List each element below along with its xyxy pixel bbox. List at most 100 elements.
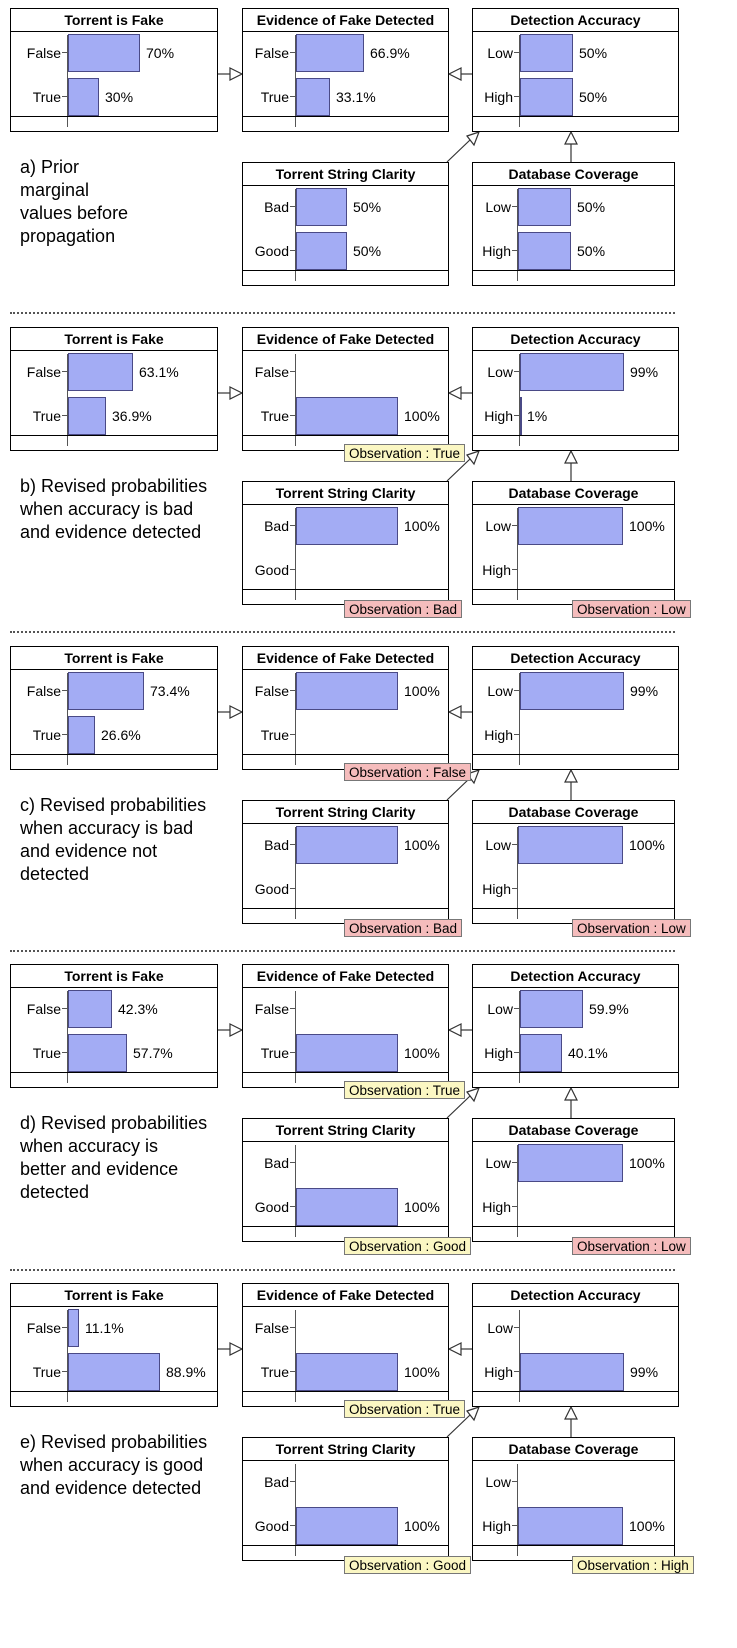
state-label: High: [482, 1199, 511, 1215]
arrowhead-diagonal-icon: [466, 1087, 481, 1103]
probability-value: 100%: [404, 1518, 440, 1534]
axis-tick: [62, 1052, 67, 1053]
axis-tick: [514, 1327, 519, 1328]
axis-tick: [512, 206, 517, 207]
arrowhead-left-icon: [447, 1342, 462, 1356]
state-label: False: [26, 45, 61, 61]
probability-value: 100%: [629, 1518, 665, 1534]
probability-value: 1%: [527, 408, 548, 424]
probability-value: 40.1%: [568, 1045, 608, 1061]
state-label: Bad: [264, 199, 289, 215]
axis-tick: [512, 888, 517, 889]
axis-tick: [290, 1327, 295, 1328]
probability-axis: [517, 827, 518, 919]
axis-tick: [512, 1162, 517, 1163]
axis-tick: [514, 52, 519, 53]
node-title: Torrent is Fake: [11, 965, 217, 988]
probability-bar: [68, 672, 144, 710]
state-row: Good: [243, 550, 448, 590]
observation-tag: Observation : Good: [344, 1556, 472, 1574]
arrowhead-right-icon: [229, 1023, 244, 1037]
caption-line: detected: [20, 864, 90, 884]
axis-tick: [512, 1525, 517, 1526]
state-label: Bad: [264, 1474, 289, 1490]
probability-value: 63.1%: [139, 364, 179, 380]
arrowhead-up-icon: [564, 449, 578, 464]
state-label: True: [32, 408, 61, 424]
observation-tag: Observation : High: [572, 1556, 694, 1574]
state-row: False 42.3%: [11, 989, 217, 1029]
probability-bar: [296, 232, 347, 270]
node-coverage: Database Coverage Low High 100%: [472, 1437, 675, 1561]
axis-tick: [512, 1481, 517, 1482]
axis-tick: [62, 734, 67, 735]
state-row: False: [243, 352, 448, 392]
node-footer: [473, 1072, 678, 1073]
node-title: Evidence of Fake Detected: [243, 647, 448, 670]
probability-axis: [295, 1145, 296, 1237]
probability-bar: [520, 397, 522, 435]
probability-value: 99%: [630, 683, 659, 699]
node-clarity: Torrent String Clarity Bad Good 100%: [242, 1437, 449, 1561]
state-row: Low: [473, 1308, 678, 1348]
probability-bar: [296, 188, 347, 226]
scenario-panel: a) Prior marginal values before propagation…: [0, 8, 737, 327]
probability-bar: [296, 672, 398, 710]
node-title: Torrent String Clarity: [243, 1438, 448, 1461]
state-label: False: [26, 1001, 61, 1017]
probability-bar: [296, 1507, 398, 1545]
node-title: Detection Accuracy: [473, 328, 678, 351]
state-label: Bad: [264, 1155, 289, 1171]
node-title: Torrent is Fake: [11, 328, 217, 351]
state-label: Good: [254, 562, 289, 578]
state-label: High: [482, 243, 511, 259]
state-row: Low 59.9%: [473, 989, 678, 1029]
state-row: High 50%: [473, 77, 678, 117]
state-label: Bad: [264, 518, 289, 534]
node-footer: [243, 754, 448, 755]
axis-tick: [290, 690, 295, 691]
probability-bar: [520, 34, 573, 72]
probability-bar: [68, 716, 95, 754]
scenario-panel: c) Revised probabilities when accuracy is…: [0, 646, 737, 965]
probability-bar: [518, 1144, 623, 1182]
axis-tick: [512, 569, 517, 570]
node-footer: [473, 754, 678, 755]
state-row: False 73.4%: [11, 671, 217, 711]
state-label: False: [254, 1320, 289, 1336]
node-title: Database Coverage: [473, 482, 674, 505]
caption-line: and evidence detected: [20, 1478, 202, 1498]
state-label: True: [32, 89, 61, 105]
state-label: False: [26, 1320, 61, 1336]
probability-value: 100%: [404, 1364, 440, 1380]
node-accuracy: Detection Accuracy Low 99% High 1%: [472, 327, 679, 451]
node-title: Torrent String Clarity: [243, 1119, 448, 1142]
axis-tick: [514, 415, 519, 416]
axis-tick: [62, 1371, 67, 1372]
axis-tick: [514, 690, 519, 691]
probability-bar: [296, 78, 330, 116]
panel-separator: [10, 312, 675, 314]
state-label: Low: [485, 837, 511, 853]
node-footer: [243, 908, 448, 909]
state-label: Good: [254, 1199, 289, 1215]
observation-tag: Observation : Low: [572, 1237, 691, 1255]
probability-value: 59.9%: [589, 1001, 629, 1017]
probability-axis: [517, 1145, 518, 1237]
state-label: Low: [485, 518, 511, 534]
observation-tag: Observation : Low: [572, 919, 691, 937]
probability-value: 99%: [630, 1364, 659, 1380]
state-row: Low 99%: [473, 352, 678, 392]
node-title: Torrent String Clarity: [243, 801, 448, 824]
probability-value: 50%: [353, 199, 382, 215]
probability-bar: [518, 232, 571, 270]
state-row: High: [473, 1187, 674, 1227]
node-footer: [11, 116, 217, 117]
node-footer: [243, 270, 448, 271]
probability-value: 66.9%: [370, 45, 410, 61]
node-title: Evidence of Fake Detected: [243, 965, 448, 988]
probability-bar: [296, 826, 398, 864]
probability-axis: [519, 991, 520, 1083]
state-label: High: [484, 727, 513, 743]
caption-line: propagation: [20, 226, 116, 246]
